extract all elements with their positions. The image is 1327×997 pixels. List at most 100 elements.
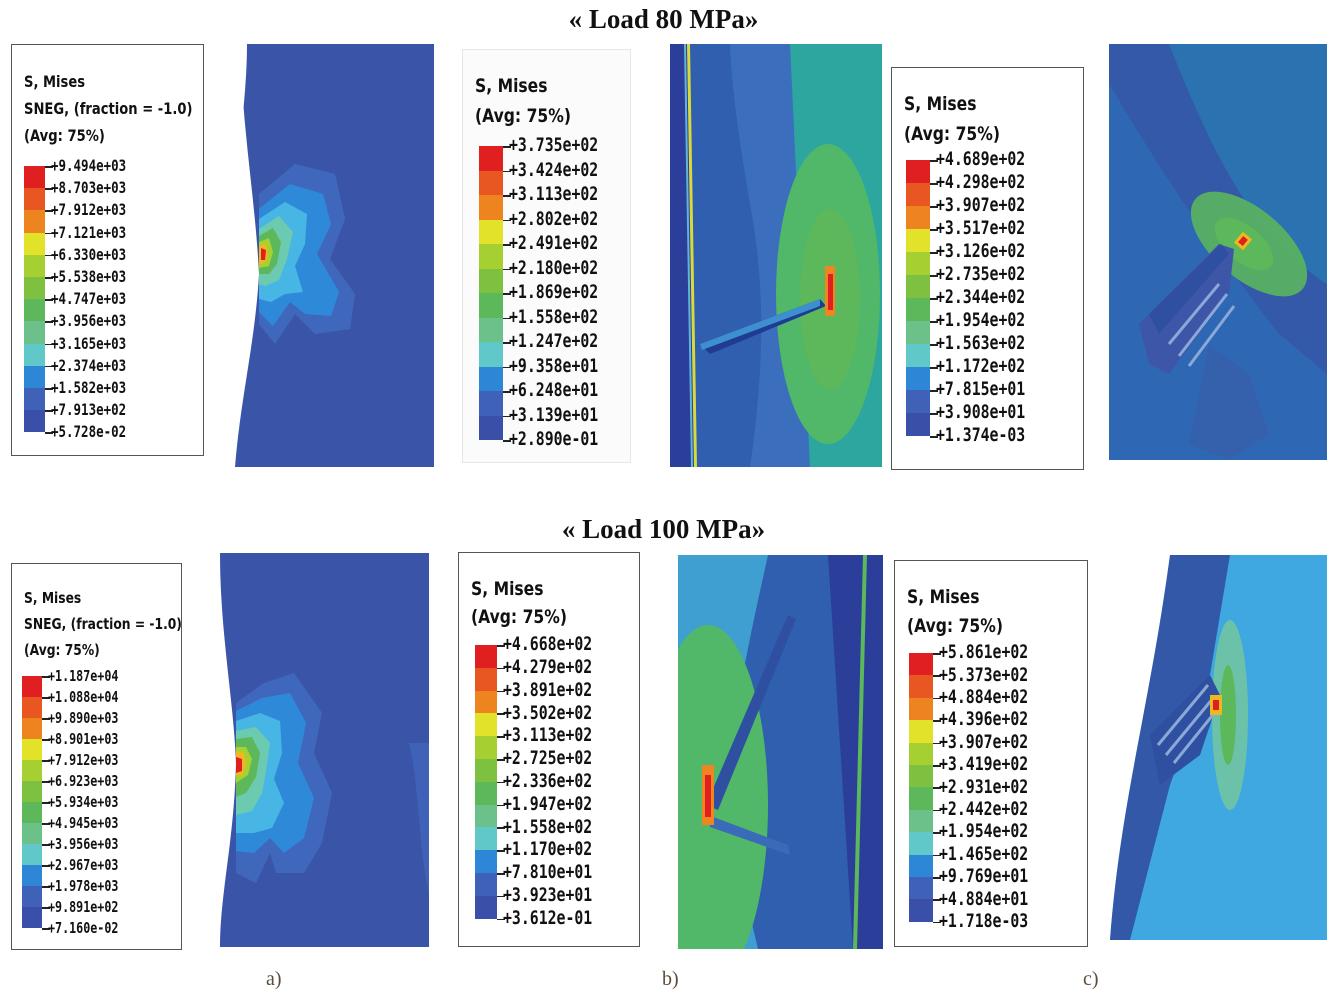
legend-tick: [930, 298, 938, 300]
legend-tick: [933, 809, 941, 812]
legend-value: +3.923e+01: [503, 884, 593, 907]
legend-tick: [42, 802, 50, 804]
legend-tick: [42, 760, 50, 762]
legend-swatch: [906, 298, 930, 321]
legend-header-line: S, Mises: [471, 578, 544, 600]
legend-swatch: [22, 844, 42, 865]
legend-value: +1.465e+02: [939, 842, 1029, 865]
legend-value: +4.668e+02: [503, 633, 593, 656]
legend-tick: [930, 436, 938, 438]
legend-value: +7.121e+03: [51, 222, 127, 242]
legend-colorbar: [909, 653, 933, 922]
legend-value: +4.884e+01: [939, 887, 1029, 910]
legend-swatch: [475, 781, 497, 805]
legend-value: +8.703e+03: [51, 178, 127, 198]
legend-swatch: [909, 854, 933, 877]
legend-tick: [45, 166, 53, 168]
legend-value: +4.884e+02: [939, 686, 1029, 709]
legend-tick: [497, 759, 505, 761]
legend-bottom-c: S, Mises (Avg: 75%) +5.861e+02 +5.373e+02…: [894, 560, 1088, 947]
legend-swatch: [479, 415, 503, 440]
legend-header-line: (Avg: 75%): [904, 123, 1001, 145]
legend-value: +2.180e+02: [509, 256, 599, 279]
legend-tick: [45, 254, 53, 257]
legend-value: +3.113e+02: [509, 183, 599, 206]
legend-swatch: [475, 758, 497, 782]
legend-swatch: [22, 802, 42, 823]
legend-tick: [497, 873, 505, 875]
legend-header-line: (Avg: 75%): [24, 641, 100, 659]
legend-value: +7.160e-02: [48, 918, 119, 937]
legend-swatch: [909, 653, 933, 676]
legend-swatch: [906, 321, 930, 344]
legend-value: +3.517e+02: [936, 217, 1026, 240]
legend-value: +4.279e+02: [503, 656, 593, 679]
legend-value: +3.126e+02: [936, 240, 1026, 263]
legend-tick: [930, 344, 938, 346]
legend-tick: [503, 293, 511, 295]
legend-tick: [42, 844, 50, 846]
sublabel-a: a): [266, 968, 282, 990]
legend-swatch: [24, 387, 45, 411]
legend-value: +9.891e+02: [48, 897, 119, 916]
legend-tick: [42, 676, 50, 678]
legend-value: +1.170e+02: [503, 838, 593, 861]
legend-tick: [930, 367, 938, 369]
legend-value: +7.815e+01: [936, 378, 1026, 401]
legend-tick: [497, 850, 505, 852]
legend-tick: [42, 865, 50, 867]
legend-value: +2.336e+02: [503, 770, 593, 793]
legend-colorbar: [24, 166, 45, 433]
stress-contour-plot-top-a: [235, 44, 434, 467]
legend-value: +7.810e+01: [503, 861, 593, 884]
sublabel-c: c): [1083, 968, 1099, 990]
legend-value: +9.358e+01: [509, 354, 599, 377]
legend-value: +4.689e+02: [936, 148, 1026, 171]
legend-header-line: S, Mises: [24, 72, 86, 91]
legend-tick: [45, 432, 53, 434]
legend-swatch: [906, 252, 930, 275]
legend-value: +1.558e+02: [509, 305, 599, 328]
legend-value: +3.424e+02: [509, 158, 599, 181]
legend-value: +1.978e+03: [48, 876, 119, 895]
legend-swatch: [22, 718, 42, 739]
legend-tick: [930, 229, 938, 231]
legend-top-c: S, Mises (Avg: 75%) +4.689e+02 +4.298e+02…: [891, 67, 1084, 470]
legend-value: +3.165e+03: [51, 333, 127, 353]
legend-swatch: [22, 865, 42, 886]
legend-swatch: [24, 276, 45, 300]
legend-swatch: [24, 254, 45, 277]
legend-tick: [503, 440, 511, 442]
legend-swatch: [24, 365, 45, 388]
legend-value: +4.747e+03: [51, 289, 127, 309]
legend-swatch: [909, 899, 933, 922]
legend-value: +5.538e+03: [51, 267, 127, 287]
legend-swatch: [475, 850, 497, 873]
legend-tick: [42, 781, 50, 783]
legend-value: +3.908e+01: [936, 401, 1026, 424]
legend-tick: [497, 736, 505, 738]
legend-tick: [45, 232, 53, 235]
legend-tick: [497, 895, 505, 898]
legend-value: +5.934e+03: [48, 792, 119, 811]
legend-swatch: [22, 781, 42, 802]
legend-swatch: [909, 675, 933, 698]
legend-header-line: SNEG, (fraction = -1.0): [24, 615, 182, 633]
legend-tick: [503, 391, 511, 393]
legend-swatch: [24, 188, 45, 211]
legend-swatch: [909, 832, 933, 855]
legend-value: +3.735e+02: [509, 134, 599, 157]
legend-value: +8.901e+03: [48, 729, 119, 748]
stress-contour-plot-top-c: [1109, 44, 1327, 460]
legend-swatch: [909, 876, 933, 900]
legend-tick: [497, 645, 505, 647]
legend-swatch: [479, 293, 503, 318]
legend-swatch: [475, 895, 497, 919]
legend-swatch: [24, 166, 45, 189]
legend-header-line: (Avg: 75%): [24, 126, 105, 145]
legend-swatch: [909, 787, 933, 810]
legend-tick: [497, 918, 505, 921]
legend-swatch: [909, 742, 933, 765]
legend-tick: [497, 827, 505, 829]
legend-swatch: [22, 907, 42, 928]
